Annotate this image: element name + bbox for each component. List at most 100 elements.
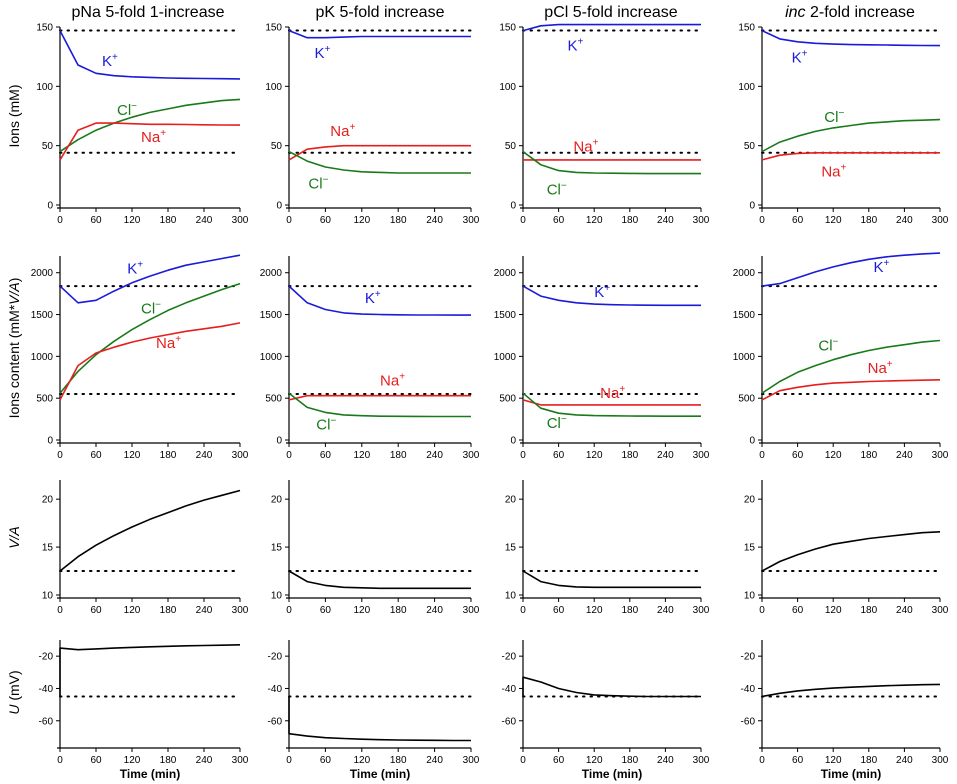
x-tick-label: 0 — [759, 450, 765, 461]
x-tick-label: 300 — [932, 215, 949, 226]
y-tick-label: 2000 — [31, 268, 54, 279]
x-tick-label: 300 — [463, 755, 480, 766]
series-label-base: K — [792, 50, 802, 67]
series-line-cl — [59, 98, 241, 153]
x-tick-label: 300 — [693, 215, 710, 226]
x-tick-label: 240 — [896, 450, 913, 461]
x-tick-label: 180 — [390, 605, 407, 616]
series-label: Na+ — [821, 163, 846, 181]
y-tick-label: 0 — [510, 201, 516, 212]
x-tick-label: 180 — [390, 755, 407, 766]
column-title-text: 2-fold increase — [806, 4, 915, 21]
x-tick-label: 240 — [896, 755, 913, 766]
series-label-base: Cl — [117, 102, 131, 119]
x-tick-label: 180 — [621, 215, 638, 226]
series-label: Cl− — [547, 180, 567, 198]
x-axis-label: Time (min) — [120, 767, 180, 781]
x-tick-label: 180 — [160, 605, 177, 616]
x-tick-label: 180 — [860, 215, 877, 226]
x-tick-label: 240 — [657, 450, 674, 461]
series-label-base: Na — [141, 129, 161, 146]
column-title: inc 2-fold increase — [785, 4, 915, 21]
y-tick-label: 100 — [36, 82, 53, 93]
x-tick-label: 120 — [825, 605, 842, 616]
x-tick-label: 180 — [860, 450, 877, 461]
series-line-na — [59, 122, 241, 161]
y-tick-label: 1000 — [31, 352, 54, 363]
y-tick-label: 500 — [738, 394, 755, 405]
x-tick-label: 60 — [792, 755, 804, 766]
y-tick-label: 50 — [42, 141, 54, 152]
x-tick-label: 120 — [124, 215, 141, 226]
x-tick-label: 120 — [586, 450, 603, 461]
x-tick-label: 60 — [792, 605, 804, 616]
x-tick-label: 0 — [57, 755, 63, 766]
x-tick-label: 60 — [90, 215, 102, 226]
column-title: pNa 5-fold 1-increase — [72, 4, 225, 21]
y-tick-label: -40 — [268, 684, 283, 695]
y-tick-label: 100 — [499, 82, 516, 93]
series-label-sup: − — [155, 300, 161, 311]
y-tick-label: 15 — [505, 543, 517, 554]
x-tick-label: 0 — [57, 450, 63, 461]
y-tick-label: -40 — [502, 684, 517, 695]
x-tick-label: 60 — [553, 605, 565, 616]
y-tick-label: 2000 — [494, 268, 517, 279]
panel-4-2: -60 -40 -20 0 60 120 180 240 300 Time (min) — [268, 640, 480, 781]
x-tick-label: 300 — [232, 215, 249, 226]
x-tick-label: 120 — [353, 755, 370, 766]
y-tick-label: 1500 — [260, 310, 283, 321]
y-tick-label: 0 — [276, 436, 282, 447]
panel-4-4: -60 -40 -20 0 60 120 180 240 300 Time (min) — [741, 640, 949, 781]
y-tick-label: -60 — [741, 716, 756, 727]
y-tick-label: 0 — [47, 436, 53, 447]
x-tick-label: 240 — [196, 215, 213, 226]
y-tick-label: 1000 — [494, 352, 517, 363]
column-title-text: pK 5-fold increase — [316, 4, 445, 21]
x-tick-label: 240 — [426, 215, 443, 226]
x-tick-label: 180 — [860, 605, 877, 616]
series-line-k — [761, 29, 941, 47]
row-ylabel: V/A — [6, 526, 22, 549]
series-label: K+ — [314, 44, 330, 62]
y-tick-label: 2000 — [260, 268, 283, 279]
series-label: Cl− — [547, 414, 567, 432]
x-tick-label: 0 — [759, 215, 765, 226]
x-tick-label: 180 — [621, 605, 638, 616]
series-label: Na+ — [380, 372, 405, 390]
y-tick-label: 50 — [744, 141, 756, 152]
series-line-k — [288, 285, 471, 316]
series-line-na — [761, 379, 941, 401]
x-tick-label: 300 — [693, 755, 710, 766]
x-tick-label: 240 — [896, 215, 913, 226]
y-tick-label: -40 — [741, 684, 756, 695]
panel-3-3: 10 15 20 0 60 120 180 240 300 — [505, 480, 710, 616]
series-label: Na+ — [600, 384, 625, 402]
series-line-na — [288, 144, 471, 161]
series-label-sup: + — [375, 289, 381, 300]
y-tick-label: 10 — [42, 591, 54, 602]
x-tick-label: 0 — [520, 450, 526, 461]
x-tick-label: 180 — [160, 755, 177, 766]
x-tick-label: 60 — [553, 755, 565, 766]
x-tick-label: 60 — [320, 605, 332, 616]
series-label-sup: − — [330, 416, 336, 427]
y-tick-label: 10 — [505, 591, 517, 602]
x-tick-label: 60 — [320, 450, 332, 461]
series-label: Cl− — [824, 108, 844, 126]
series-label-sup: − — [838, 108, 844, 119]
x-tick-label: 60 — [553, 215, 565, 226]
series-label-sup: + — [399, 372, 405, 383]
x-tick-label: 240 — [657, 605, 674, 616]
series-label: Na+ — [868, 359, 893, 377]
x-tick-label: 240 — [196, 605, 213, 616]
x-tick-label: 0 — [286, 605, 292, 616]
series-line-cl — [761, 339, 941, 394]
x-tick-label: 300 — [693, 605, 710, 616]
series-label-base: Cl — [547, 181, 561, 198]
y-tick-label: 10 — [271, 591, 283, 602]
series-label: K+ — [594, 283, 610, 301]
y-tick-label: 0 — [749, 436, 755, 447]
series-line-k — [522, 23, 701, 32]
